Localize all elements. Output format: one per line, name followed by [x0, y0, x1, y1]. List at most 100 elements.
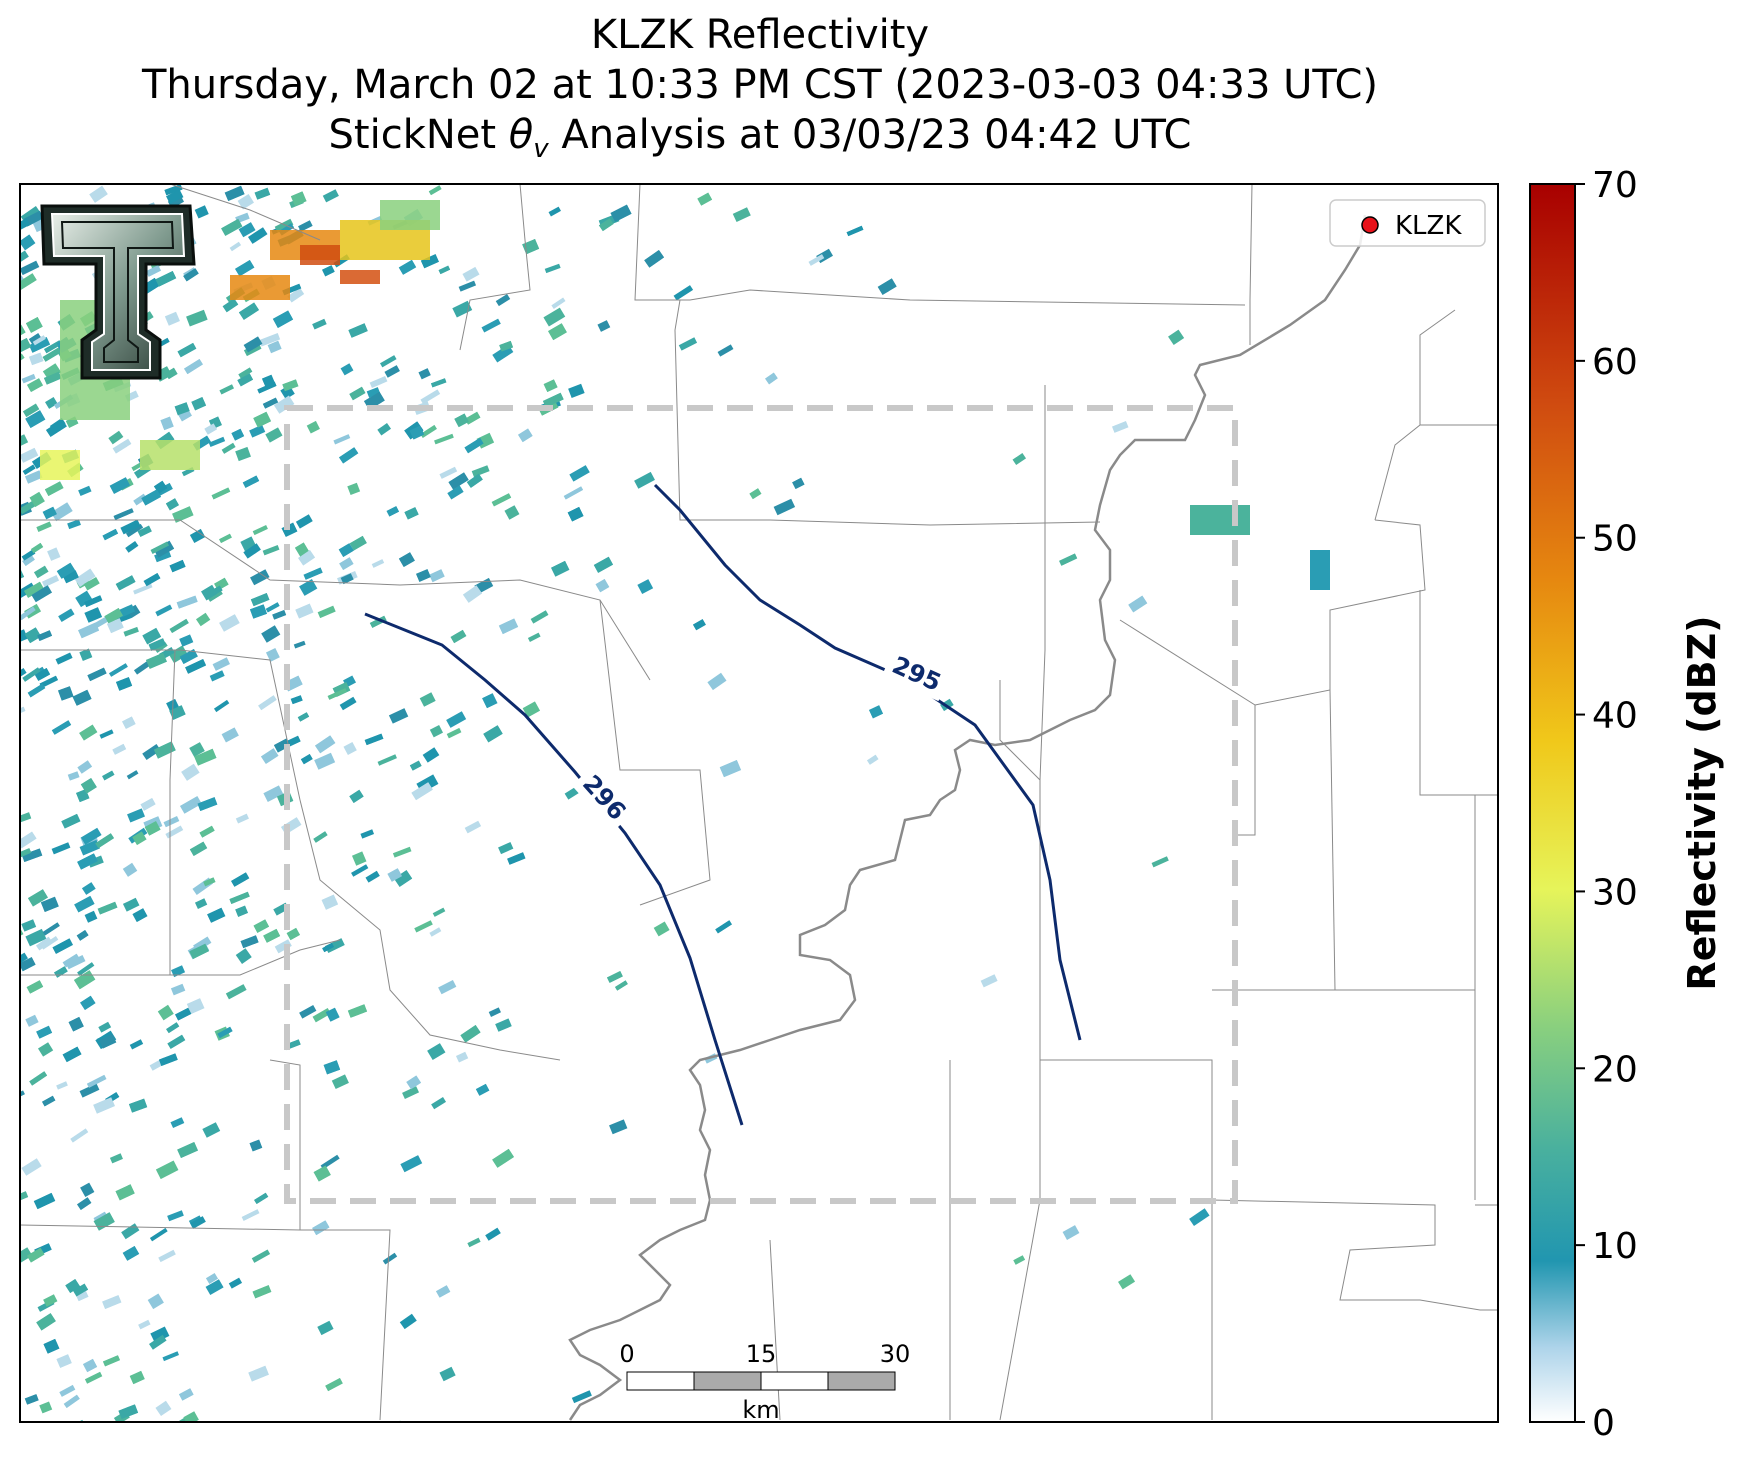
reflectivity-speckle: [80, 827, 102, 845]
title-block: KLZK Reflectivity Thursday, March 02 at …: [0, 10, 1520, 174]
reflectivity-speckle: [143, 573, 161, 587]
reflectivity-speckle: [22, 403, 40, 418]
reflectivity-speckle: [93, 1097, 115, 1114]
reflectivity-speckle: [191, 397, 207, 411]
reflectivity-speckle: [491, 493, 512, 507]
reflectivity-speckle: [432, 907, 446, 917]
reflectivity-speckle: [147, 1293, 164, 1310]
reflectivity-speckle: [21, 848, 43, 863]
reflectivity-speckle: [95, 833, 115, 849]
reflectivity-speckle: [27, 889, 48, 907]
reflectivity-speckle: [339, 696, 357, 711]
reflectivity-speckle: [1168, 329, 1185, 346]
reflectivity-speckle: [118, 1404, 139, 1420]
reflectivity-speckle: [483, 725, 503, 743]
reflectivity-speckle: [195, 612, 211, 627]
reflectivity-speckle: [79, 724, 98, 741]
reflectivity-speckle: [614, 980, 628, 991]
reflectivity-speckle: [169, 705, 186, 720]
reflectivity-speckle: [1062, 1225, 1080, 1240]
reflectivity-speckle: [97, 901, 118, 915]
reflectivity-speckle: [339, 557, 354, 571]
reflectivity-speckle: [235, 948, 252, 964]
reflectivity-speckle: [189, 943, 209, 959]
reflectivity-speckle: [20, 1191, 29, 1204]
reflectivity-speckle: [55, 652, 73, 665]
reflectivity-speckle: [38, 1042, 54, 1057]
reflectivity-speckle: [109, 1153, 123, 1164]
reflectivity-speckle: [568, 383, 585, 399]
reflectivity-speckle: [29, 1071, 48, 1086]
reflectivity-speckle: [175, 1007, 192, 1021]
reflectivity-speckle: [460, 1025, 481, 1043]
reflectivity-speckle: [45, 397, 58, 409]
reflectivity-speckle: [153, 540, 175, 558]
reflectivity-speckle: [392, 846, 412, 858]
reflectivity-speckle: [138, 1319, 151, 1330]
reflectivity-speckle: [293, 640, 306, 649]
reflectivity-speckle: [393, 870, 413, 887]
reflectivity-speckle: [59, 1384, 76, 1397]
reflectivity-speckle: [1118, 1274, 1136, 1290]
reflectivity-speckle: [36, 936, 52, 951]
reflectivity-speckle: [466, 473, 483, 488]
reflectivity-speckle: [313, 1165, 331, 1182]
reflectivity-speckle: [398, 552, 415, 568]
reflectivity-speckle: [488, 1007, 501, 1017]
reflectivity-speckle: [28, 333, 43, 347]
reflectivity-speckle: [118, 604, 136, 618]
colorbar-tick-label: 40: [1592, 696, 1638, 737]
reflectivity-speckle: [39, 675, 59, 688]
reflectivity-speckle: [543, 379, 558, 393]
reflectivity-speckle: [145, 652, 167, 669]
colorbar-tick-label: 60: [1592, 342, 1638, 383]
reflectivity-speckle: [172, 506, 194, 523]
reflectivity-speckle: [265, 427, 283, 443]
reflectivity-speckle: [20, 234, 36, 251]
reflectivity-speckle: [869, 705, 883, 719]
reflectivity-speckle: [237, 193, 255, 210]
reflectivity-speckle: [125, 540, 139, 553]
reflectivity-speckle: [42, 363, 62, 381]
reflectivity-speckle: [84, 607, 103, 623]
colorbar-tick-label: 70: [1592, 165, 1638, 206]
reflectivity-speckle: [20, 831, 37, 849]
reflectivity-speckle: [420, 254, 439, 269]
reflectivity-speckle: [109, 477, 131, 494]
reflectivity-speckle: [142, 744, 161, 761]
reflectivity-speckle: [27, 683, 46, 698]
reflectivity-speckle: [265, 602, 280, 613]
reflectivity-field: [20, 184, 1330, 1422]
reflectivity-speckle: [112, 438, 132, 454]
reflectivity-speckle: [104, 607, 123, 624]
reflectivity-speckle: [169, 618, 189, 634]
reflectivity-speckle: [169, 559, 186, 573]
reflectivity-speckle: [177, 1142, 198, 1159]
reflectivity-speckle: [446, 727, 462, 739]
reflectivity-speckle: [76, 929, 89, 941]
reflectivity-speckle: [273, 738, 291, 753]
reflectivity-speckle: [846, 225, 864, 237]
reflectivity-speckle: [56, 1081, 68, 1090]
reflectivity-speckle: [29, 337, 51, 353]
reflectivity-speckle: [213, 699, 230, 713]
reflectivity-speckle: [455, 1051, 469, 1063]
reflectivity-speckle: [388, 708, 409, 724]
reflectivity-speckle: [238, 302, 260, 320]
reflectivity-speckle: [25, 928, 47, 947]
colorbar-tick-label: 0: [1592, 1403, 1615, 1444]
reflectivity-speckle: [248, 1365, 269, 1382]
reflectivity-speckle: [348, 323, 368, 338]
reflectivity-speckle: [202, 1122, 221, 1138]
reflectivity-speckle: [20, 273, 37, 291]
reflectivity-speckle: [808, 254, 825, 266]
reflectivity-speckle: [123, 626, 139, 637]
reflectivity-speckle: [438, 980, 457, 995]
reflectivity-speckle: [20, 260, 40, 276]
reflectivity-speckle: [58, 686, 74, 701]
reflectivity-speckle: [40, 896, 59, 912]
reflectivity-speckle: [324, 938, 345, 954]
reflectivity-speckle: [72, 1283, 89, 1297]
reflectivity-speckle: [219, 533, 232, 544]
